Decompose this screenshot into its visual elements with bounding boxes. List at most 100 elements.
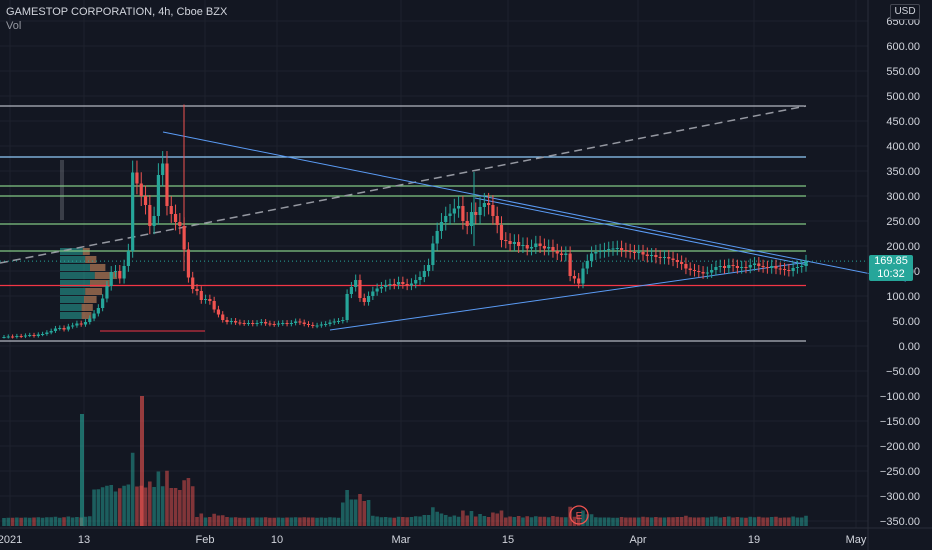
candle-body: [246, 323, 251, 324]
volume-bar: [521, 517, 525, 526]
candle-body: [692, 270, 697, 271]
candle-body: [457, 206, 461, 209]
volume-bar: [195, 517, 199, 526]
volume-bar: [366, 500, 371, 526]
volume-bar: [117, 488, 122, 526]
candle-body: [281, 323, 285, 324]
candle-body: [212, 301, 216, 310]
volume-bar: [190, 486, 195, 526]
candle-body: [195, 289, 199, 291]
candle-body: [735, 266, 739, 268]
candle-body: [19, 336, 23, 337]
volume-bar: [250, 517, 255, 526]
volume-bar: [491, 512, 495, 526]
earnings-marker-label: E: [576, 511, 583, 522]
price-tick-label: 600.00: [886, 41, 920, 53]
volume-bar: [362, 501, 367, 526]
profile-bar-down: [90, 264, 106, 271]
candle-body: [697, 271, 701, 272]
volume-bar: [233, 517, 238, 526]
candle-body: [770, 266, 774, 268]
volume-bar: [409, 517, 414, 526]
volume-bar: [555, 516, 560, 526]
candle-body: [384, 285, 388, 287]
candle-body: [49, 331, 53, 333]
candle-body: [66, 326, 70, 330]
candle-body: [731, 265, 735, 266]
candle-body: [324, 324, 328, 325]
candle-body: [602, 250, 607, 251]
volume-bar: [293, 517, 298, 526]
volume-bar: [19, 517, 23, 526]
volume-bar: [220, 515, 225, 526]
profile-highlight: [60, 160, 64, 220]
volume-bar: [32, 517, 36, 526]
volume-bar: [152, 487, 156, 526]
volume-bar: [6, 517, 11, 526]
candle-body: [787, 270, 791, 271]
price-axis[interactable]: 650.00600.00550.00500.00450.00400.00350.…: [867, 0, 920, 550]
horizontal-levels[interactable]: [0, 105, 806, 342]
volume-bar: [757, 516, 761, 526]
dashed-trendline[interactable]: [0, 105, 807, 264]
volume-bar: [375, 516, 379, 526]
time-tick-label: Apr: [629, 534, 646, 546]
volume-bar: [439, 513, 444, 526]
time-axis[interactable]: 2021 13 Feb 10 Mar 15 Apr 19 May: [0, 527, 932, 546]
candle-body: [272, 324, 276, 325]
candle-body: [645, 254, 649, 256]
price-tick-label: 300.00: [886, 191, 920, 203]
profile-bar-down: [85, 288, 102, 295]
candle-body: [199, 291, 203, 300]
profile-bar-up: [60, 296, 84, 303]
candle-body: [221, 314, 225, 320]
volume-bar: [525, 516, 530, 526]
volume-bar: [576, 515, 581, 526]
volume-bar: [431, 507, 435, 526]
time-tick-label: May: [846, 534, 867, 546]
candle-body: [761, 266, 765, 267]
profile-bar-down: [85, 256, 97, 263]
price-tick-label: −100.00: [880, 391, 920, 403]
descending-trendline[interactable]: [162, 131, 907, 282]
volume-bar: [10, 517, 15, 526]
candle-body: [727, 265, 731, 268]
trendlines[interactable]: [0, 105, 907, 331]
currency-button[interactable]: USD: [890, 4, 920, 20]
volume-bar: [45, 517, 49, 526]
volume-bar: [735, 517, 740, 526]
candle-body: [6, 336, 10, 338]
chart-title: GAMESTOP CORPORATION, 4h, Cboe BZX: [6, 6, 228, 18]
candle-body: [161, 163, 165, 175]
candle-body: [448, 213, 452, 216]
volume-bar: [173, 488, 178, 526]
candle-body: [585, 261, 589, 269]
volume-bar: [782, 517, 787, 526]
volume-bar: [199, 513, 204, 526]
candle-body: [619, 248, 624, 250]
candle-body: [680, 262, 684, 264]
volume-bar: [328, 517, 332, 526]
upper-trendline[interactable]: [474, 197, 809, 266]
candle-body: [332, 321, 336, 323]
volume-bar: [448, 516, 452, 526]
candle-body: [765, 267, 770, 268]
volume-bar: [143, 487, 148, 526]
volume-bar: [135, 486, 139, 526]
candle-body: [264, 322, 268, 324]
volume-bar: [396, 516, 401, 526]
candle-body: [461, 206, 465, 221]
candle-body: [36, 334, 40, 336]
volume-bar: [105, 485, 109, 526]
candle-body: [113, 271, 118, 272]
candle-body: [148, 205, 152, 226]
volume-bar: [276, 517, 281, 526]
candle-body: [354, 280, 358, 287]
volume-bar: [80, 414, 84, 526]
candle-body: [40, 334, 45, 335]
volume-bar: [666, 517, 671, 526]
candle-body: [105, 286, 109, 299]
candle-body: [341, 320, 345, 321]
volume-bar: [268, 517, 272, 526]
